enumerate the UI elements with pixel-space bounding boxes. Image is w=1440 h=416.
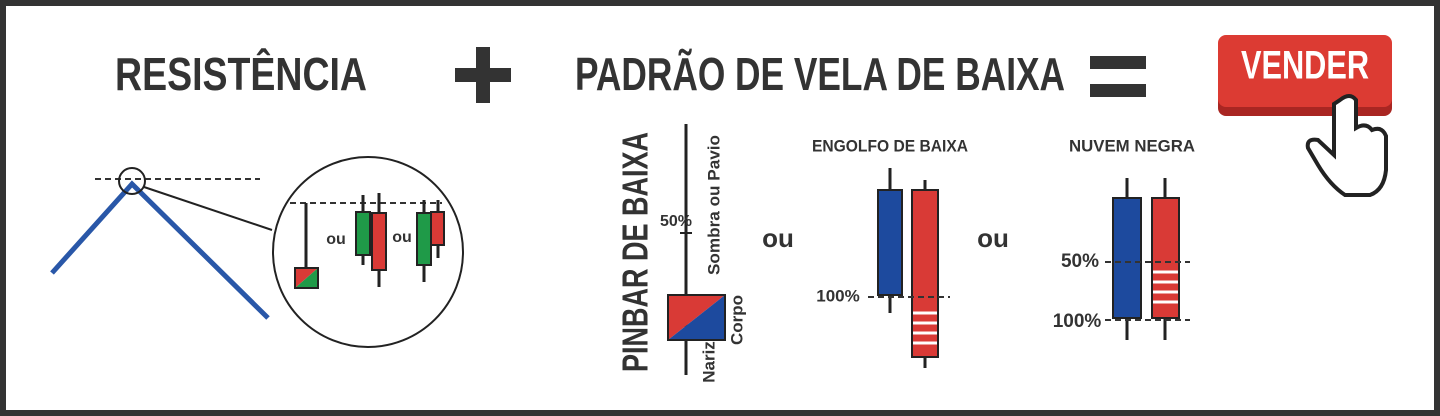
stripes — [1153, 270, 1178, 304]
hand-cursor — [1305, 94, 1388, 197]
button-label[interactable]: VENDER — [1241, 44, 1369, 88]
header-right: PADRÃO DE VELA DE BAIXA — [575, 48, 1065, 100]
candle-body — [371, 212, 387, 271]
price-path — [50, 180, 270, 320]
pinbar-body — [294, 267, 319, 289]
candle-body — [355, 211, 371, 256]
candle-body — [416, 212, 432, 266]
pinbar-body — [667, 294, 726, 341]
equals-sign — [1090, 56, 1146, 97]
dark-cloud-title: NUVEM NEGRA — [1069, 136, 1195, 155]
dark-cloud-level: 100% — [1053, 311, 1102, 332]
plus-sign — [455, 47, 511, 103]
pinbar-title: PINBAR DE BAIXA — [615, 132, 656, 372]
engulfing-level: 100% — [816, 286, 859, 305]
pinbar-body — [295, 268, 318, 288]
engulfing-title: ENGOLFO DE BAIXA — [812, 136, 968, 155]
dark-cloud-level: 50% — [1061, 251, 1099, 272]
candle-body — [877, 189, 903, 296]
candle-body — [1151, 197, 1180, 319]
pinbar-body — [668, 295, 725, 340]
zoom-link — [143, 186, 273, 231]
candle-body — [911, 189, 939, 358]
or-separator: ou — [977, 223, 1009, 253]
pinbar-level: 50% — [660, 213, 692, 230]
panel — [6, 6, 1434, 410]
zoom-marker — [118, 167, 146, 195]
wick-label: Sombra ou Pavio — [704, 135, 723, 275]
header-left: RESISTÊNCIA — [115, 48, 367, 100]
nose-label: Nariz — [699, 341, 718, 383]
zoom-or: ou — [326, 231, 346, 248]
candle-body — [1112, 197, 1142, 319]
sell-button[interactable]: VENDER — [1218, 35, 1392, 116]
or-separator: ou — [762, 223, 794, 253]
candle-body — [430, 211, 445, 246]
stripes — [913, 311, 937, 345]
body-label: Corpo — [727, 295, 746, 345]
zoom-or: ou — [392, 229, 412, 246]
